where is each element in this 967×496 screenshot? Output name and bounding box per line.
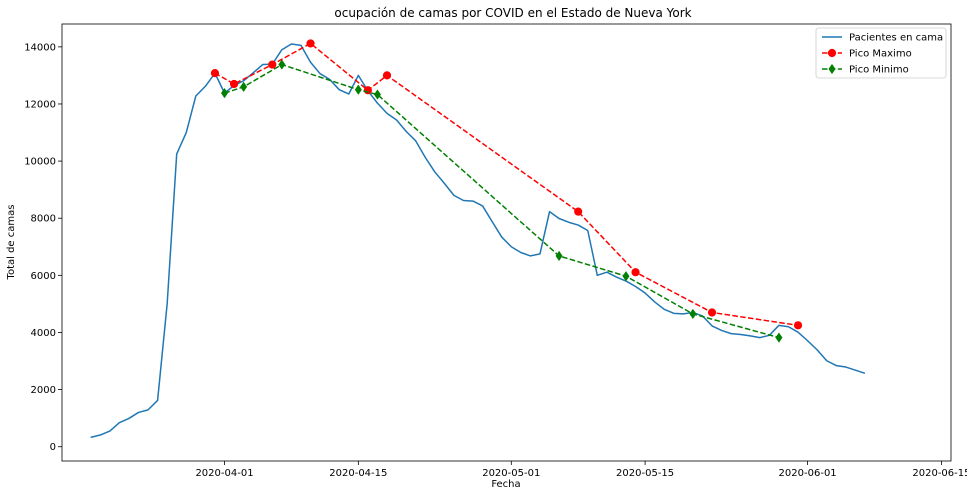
legend-item: Pacientes en cama [822,33,943,44]
series-3 [220,59,783,343]
x-tick-label: 2020-05-15 [616,468,674,479]
x-tick-label: 2020-04-01 [195,468,253,479]
y-tick-label: 0 [50,442,56,453]
series-line [224,63,780,339]
y-tick-label: 6000 [31,271,56,282]
data-point [689,308,697,320]
chart-title: ocupación de camas por COVID en el Estad… [334,6,691,20]
legend-marker [828,63,836,75]
data-point [631,268,640,277]
legend-item: Pico Maximo [822,49,912,60]
data-point [278,59,286,70]
series-layer [90,39,866,439]
data-point [707,308,717,317]
x-tick-label: 2020-05-01 [482,468,540,479]
data-point [555,250,563,262]
x-tick-label: 2020-06-01 [779,468,837,479]
legend-label: Pacientes en cama [849,33,943,44]
data-point [229,79,239,89]
data-point [210,69,220,78]
x-tick-label: 2020-06-15 [912,468,967,479]
y-axis-label: Total de camas [6,205,17,281]
plot-frame [61,23,952,462]
series-line [90,43,866,439]
data-point [622,271,630,282]
legend-marker [827,48,837,58]
data-point [220,87,229,99]
data-point [775,332,783,343]
data-point [306,39,315,48]
data-point [240,81,248,93]
y-tick-label: 2000 [31,385,56,396]
series-1 [90,43,866,439]
x-tick-label: 2020-04-15 [329,468,387,479]
y-tick-label: 4000 [31,328,56,339]
data-point [268,60,277,69]
x-axis: 2020-04-01 2020-04-15 2020-05-01 2020-05-15… [195,461,967,479]
x-axis-label: Fecha [491,479,520,490]
y-tick-label: 12000 [24,99,56,110]
data-point [354,84,362,95]
data-point [574,207,583,216]
legend: Pacientes en cama Pico Maximo Pico Minimo [815,27,947,79]
series-line [214,42,799,327]
y-tick-label: 14000 [24,42,56,53]
legend-label: Pico Maximo [849,49,912,60]
series-2 [210,39,803,330]
legend-label: Pico Minimo [849,65,909,76]
data-point [382,71,392,80]
y-axis: 0 2000 4000 6000 8000 10000 12000 14000 [24,42,62,453]
y-tick-label: 8000 [31,214,56,225]
data-point [373,89,381,100]
legend-item: Pico Minimo [822,63,909,76]
y-tick-label: 10000 [24,157,56,168]
data-point [793,321,803,330]
legend-box [815,27,947,79]
